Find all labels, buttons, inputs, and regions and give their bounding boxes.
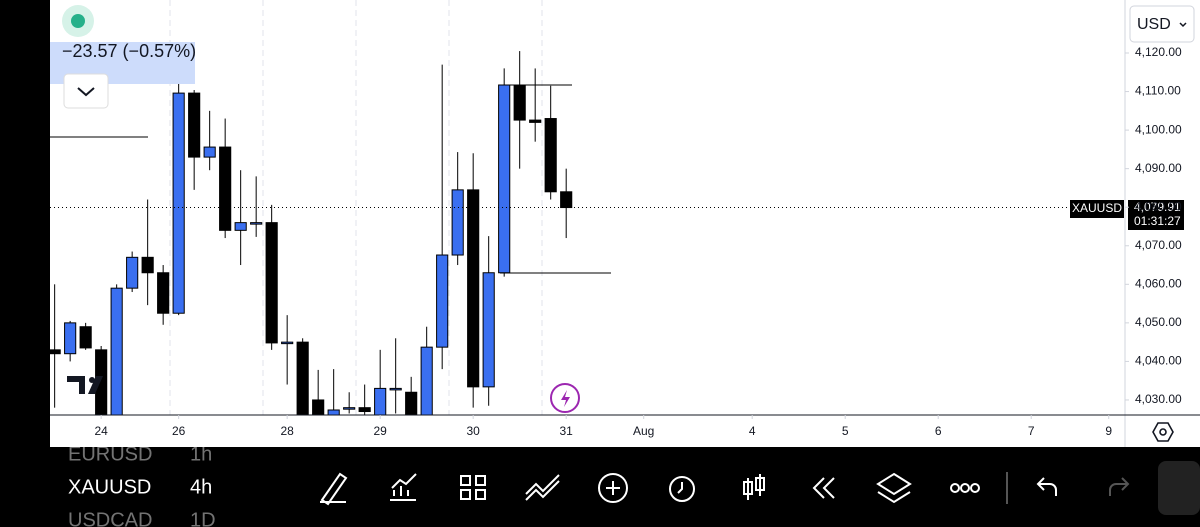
watch-interval: 1h	[190, 443, 212, 465]
last-price-label: 4,079.91	[1134, 200, 1181, 214]
y-tick-label: 4,050.00	[1135, 315, 1182, 329]
currency-chevron	[1179, 22, 1187, 28]
x-tick-label: 5	[842, 424, 849, 438]
watch-interval: 1D	[190, 509, 216, 527]
x-tick-label: 26	[172, 424, 186, 438]
candle-body	[451, 189, 464, 256]
candle-body	[50, 349, 61, 355]
chevron	[77, 87, 95, 97]
currency: USD	[1137, 16, 1171, 33]
candle-body	[436, 254, 449, 348]
y-tick-label: 4,110.00	[1135, 84, 1181, 98]
y-tick-label: 4,080.00	[1135, 199, 1182, 213]
objects[interactable]	[876, 472, 912, 504]
x-tick-label: 28	[280, 424, 294, 438]
x-tick-label: 6	[935, 424, 942, 438]
x-tick-label: 7	[1028, 424, 1035, 438]
candle-body	[250, 222, 263, 225]
x-tick-label: 4	[749, 424, 756, 438]
layouts[interactable]	[460, 475, 486, 500]
y-tick-label: 4,070.00	[1135, 238, 1182, 252]
watch-symbol: USDCAD	[68, 509, 152, 527]
candle-body	[281, 341, 294, 345]
candle-body	[389, 387, 402, 391]
undo[interactable]	[1036, 477, 1057, 496]
symbol-label: XAUUSD	[1072, 201, 1122, 215]
price-tag	[1128, 200, 1184, 230]
candle-body	[141, 256, 154, 274]
indicators[interactable]	[390, 473, 417, 501]
candle-body	[265, 222, 278, 344]
candle-body	[513, 84, 526, 121]
toolbar	[320, 472, 1130, 506]
x-tick-label: Aug	[633, 424, 654, 438]
x-tick-label: 30	[466, 424, 480, 438]
candle-body	[234, 222, 247, 231]
candle-body	[172, 92, 185, 314]
add-plus	[606, 481, 620, 495]
candle-body	[296, 341, 309, 415]
settings-icon[interactable]	[1152, 422, 1174, 442]
chart-type[interactable]	[743, 474, 765, 500]
plot	[50, 51, 1125, 415]
x-tick-label: 29	[373, 424, 387, 438]
candle-body	[327, 409, 340, 415]
candle-body	[312, 399, 325, 415]
candle-body	[498, 84, 511, 274]
countdown: 01:31:27	[1134, 214, 1181, 228]
collapse-button[interactable]	[63, 73, 109, 109]
y-tick-label: 4,060.00	[1135, 276, 1182, 290]
candle-body	[343, 407, 356, 410]
candle-body	[219, 146, 232, 231]
price-change: −23.57 (−0.57%)	[62, 41, 196, 61]
candle-body	[64, 322, 77, 355]
add[interactable]	[598, 473, 628, 503]
candle-body	[126, 256, 139, 289]
tv-logo	[67, 376, 103, 394]
x-tick-label: 24	[94, 424, 108, 438]
alert-hand	[677, 482, 683, 494]
y-tick-label: 4,120.00	[1135, 45, 1182, 59]
day-separators	[169, 0, 543, 415]
candle-body	[560, 191, 573, 209]
compare[interactable]	[525, 474, 560, 501]
replay[interactable]	[812, 477, 835, 499]
alert[interactable]	[669, 476, 695, 502]
y-tick-label: 4,040.00	[1135, 354, 1182, 368]
candle-body	[157, 272, 170, 314]
status-dot-inner	[71, 14, 85, 28]
watch-symbol: XAUUSD	[68, 476, 151, 498]
y-tick-label: 4,090.00	[1135, 161, 1182, 175]
fullscreen[interactable]	[1158, 461, 1200, 515]
watch-interval: 4h	[190, 476, 212, 498]
candle-body	[482, 272, 495, 388]
settings-icon-center	[1159, 428, 1167, 436]
y-tick-label: 4,030.00	[1135, 392, 1182, 406]
candle-body	[529, 119, 542, 123]
candle-body	[374, 387, 387, 415]
candle-body	[79, 326, 92, 349]
candle-body	[358, 407, 371, 413]
symbol-tag	[1070, 200, 1124, 218]
flash-bolt	[561, 390, 570, 407]
candle-body	[467, 189, 480, 388]
candle-body	[203, 146, 216, 158]
y-tick-label: 4,100.00	[1135, 122, 1182, 136]
candle-body	[405, 391, 418, 415]
watch-symbol: EURUSD	[68, 443, 152, 465]
currency-select[interactable]	[1129, 5, 1195, 43]
candle-body	[420, 346, 433, 415]
draw-tool[interactable]	[320, 472, 348, 506]
x-tick-label: 9	[1105, 424, 1112, 438]
candle-body	[188, 92, 201, 158]
x-tick-label: 31	[560, 424, 574, 438]
redo[interactable]	[1109, 477, 1130, 496]
candle-body	[544, 118, 557, 193]
candle-body	[110, 287, 123, 415]
